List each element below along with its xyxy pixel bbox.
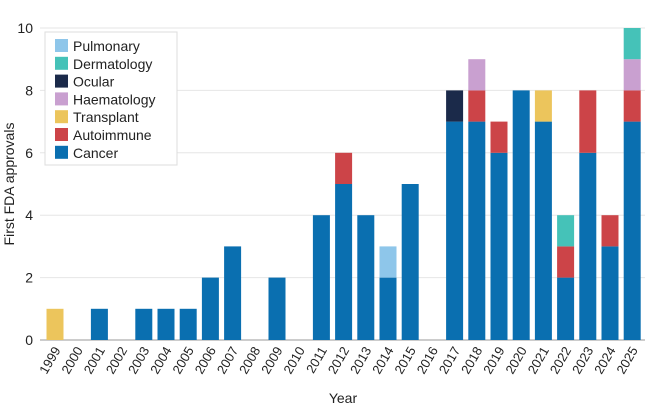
x-tick-label: 2010: [280, 344, 307, 377]
x-tick-label: 2016: [414, 344, 441, 377]
x-tick-label: 2004: [147, 344, 174, 377]
bar-autoimmune-2012: [335, 152, 353, 184]
bar-cancer-2011: [312, 215, 330, 340]
x-tick-label: 2012: [325, 344, 352, 377]
x-tick-label: 2013: [347, 344, 374, 377]
bar-cancer-2022: [557, 277, 575, 340]
y-tick-label: 0: [25, 332, 33, 348]
x-tick-label: 2006: [192, 344, 219, 377]
bar-haematology-2025: [623, 59, 641, 91]
bar-cancer-2023: [579, 152, 597, 340]
y-tick-label: 8: [25, 82, 33, 98]
bar-cancer-2019: [490, 152, 508, 340]
legend-label-pulmonary: Pulmonary: [73, 38, 140, 54]
bar-cancer-2012: [335, 184, 353, 340]
bar-autoimmune-2024: [601, 215, 619, 247]
legend-label-haematology: Haematology: [73, 91, 156, 107]
x-tick-label: 2007: [214, 344, 241, 377]
y-tick-label: 6: [25, 145, 33, 161]
x-tick-label: 2022: [547, 344, 574, 377]
x-tick-label: 2001: [81, 344, 108, 377]
bar-transplant-1999: [46, 308, 64, 340]
bar-cancer-2001: [90, 308, 108, 340]
legend-label-transplant: Transplant: [73, 109, 139, 125]
bars: [46, 28, 641, 341]
legend-label-autoimmune: Autoimmune: [73, 127, 152, 143]
bar-dermatology-2025: [623, 28, 641, 60]
y-tick-label: 4: [25, 207, 33, 223]
x-axis-label: Year: [329, 390, 358, 406]
legend-swatch-transplant: [55, 110, 68, 124]
bar-cancer-2013: [357, 215, 375, 340]
bar-autoimmune-2019: [490, 121, 508, 153]
bar-cancer-2005: [179, 308, 197, 340]
bar-cancer-2015: [401, 184, 419, 340]
x-tick-label: 1999: [36, 344, 63, 377]
legend-swatch-haematology: [55, 92, 68, 106]
x-tick-label: 2015: [391, 344, 418, 377]
legend-swatch-cancer: [55, 145, 68, 159]
bar-cancer-2014: [379, 277, 397, 340]
legend-label-dermatology: Dermatology: [73, 56, 152, 72]
x-tick-label: 2019: [480, 344, 507, 377]
bar-autoimmune-2025: [623, 90, 641, 122]
y-tick-label: 10: [17, 20, 33, 36]
legend-swatch-ocular: [55, 74, 68, 88]
x-tick-label: 2000: [58, 344, 85, 377]
bar-cancer-2020: [512, 90, 530, 341]
bar-autoimmune-2018: [468, 90, 486, 122]
x-tick-label: 2008: [236, 344, 263, 377]
x-tick-labels: 1999200020012002200320042005200620072008…: [36, 344, 641, 377]
x-tick-label: 2014: [369, 344, 396, 377]
x-tick-label: 2023: [569, 344, 596, 377]
bar-haematology-2018: [468, 59, 486, 91]
bar-cancer-2021: [534, 121, 552, 340]
x-tick-label: 2021: [525, 344, 552, 377]
bar-cancer-2025: [623, 121, 641, 340]
bar-cancer-2009: [268, 277, 286, 340]
bar-dermatology-2022: [557, 215, 575, 247]
x-tick-label: 2002: [103, 344, 130, 377]
bar-cancer-2007: [224, 246, 242, 340]
bar-cancer-2004: [157, 308, 175, 340]
bar-transplant-2021: [534, 90, 552, 122]
x-tick-label: 2018: [458, 344, 485, 377]
bar-cancer-2018: [468, 121, 486, 340]
x-tick-label: 2017: [436, 344, 463, 377]
bar-ocular-2017: [446, 90, 464, 122]
y-tick-labels: 0 2 4 6 8 10: [17, 20, 33, 348]
bar-autoimmune-2023: [579, 90, 597, 153]
x-tick-label: 2020: [502, 344, 529, 377]
x-tick-label: 2009: [258, 344, 285, 377]
legend-label-ocular: Ocular: [73, 74, 115, 90]
bar-cancer-2006: [201, 277, 219, 340]
legend-swatch-dermatology: [55, 56, 68, 70]
x-tick-label: 2003: [125, 344, 152, 377]
x-tick-label: 2011: [303, 344, 330, 376]
y-axis-label: First FDA approvals: [1, 123, 17, 246]
legend-swatch-pulmonary: [55, 39, 68, 52]
legend-swatch-autoimmune: [55, 128, 68, 141]
legend-label-cancer: Cancer: [73, 145, 118, 161]
x-tick-label: 2025: [613, 344, 640, 377]
bar-cancer-2024: [601, 246, 619, 340]
bar-cancer-2003: [135, 308, 153, 340]
bar-autoimmune-2022: [557, 246, 575, 278]
bar-cancer-2017: [446, 121, 464, 340]
x-tick-label: 2005: [169, 344, 196, 377]
y-tick-label: 2: [25, 270, 33, 286]
x-tick-label: 2024: [591, 344, 618, 377]
bar-pulmonary-2014: [379, 246, 397, 278]
